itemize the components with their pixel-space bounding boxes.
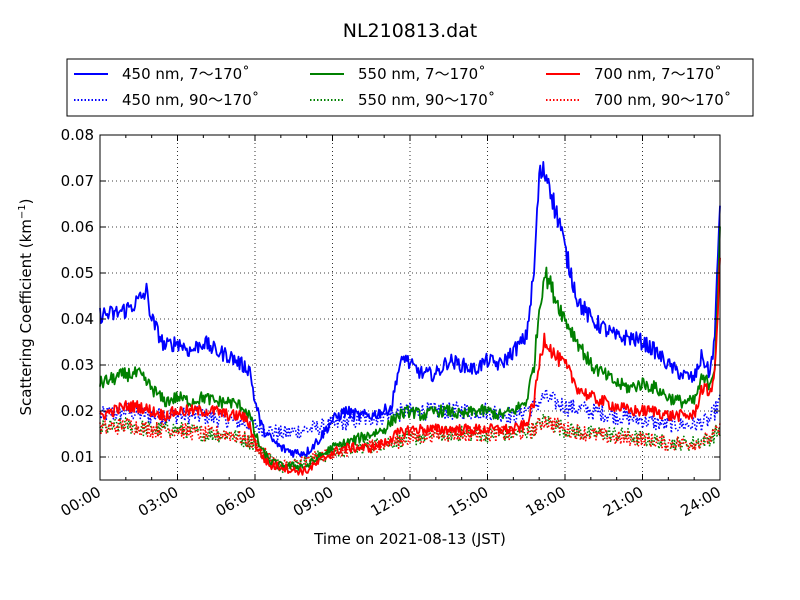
y-axis-label-main: Scattering Coefficient (km — [17, 219, 35, 415]
legend-label-5: 700 nm, 90～170˚ — [594, 91, 731, 109]
y-tick-label: 0.04 — [61, 310, 94, 328]
y-axis-label: Scattering Coefficient (km−1) — [17, 198, 35, 415]
x-axis-label: Time on 2021-08-13 (JST) — [313, 530, 506, 548]
y-tick-label: 0.03 — [61, 356, 94, 374]
y-tick-label: 0.08 — [61, 126, 94, 144]
x-tick-label: 15:00 — [445, 483, 491, 520]
legend-label-4: 700 nm, 7～170˚ — [594, 65, 722, 83]
series-line-1 — [99, 388, 721, 441]
y-tick-label: 0.02 — [61, 402, 94, 420]
chart-title: NL210813.dat — [343, 20, 478, 42]
x-tick-label: 18:00 — [523, 483, 569, 520]
x-tick-label: 24:00 — [678, 483, 724, 520]
legend-box — [66, 58, 754, 117]
x-tick-label: 12:00 — [368, 483, 414, 520]
plot-series — [99, 160, 721, 476]
legend: 450 nm, 7～170˚ 550 nm, 7～170˚ 700 nm, 7～17… — [66, 58, 754, 117]
y-tick-label: 0.07 — [61, 172, 94, 190]
x-tick-label: 09:00 — [290, 483, 336, 520]
y-tick-label: 0.05 — [61, 264, 94, 282]
y-axis-label-sup: −1 — [17, 204, 28, 219]
y-tick-label: 0.06 — [61, 218, 94, 236]
legend-label-3: 550 nm, 90～170˚ — [358, 91, 495, 109]
series-line-4 — [99, 257, 721, 476]
series-line-2 — [99, 226, 721, 471]
x-tick-label: 00:00 — [58, 483, 104, 520]
series-line-5 — [99, 415, 721, 472]
x-tick-label: 03:00 — [135, 483, 181, 520]
grid — [100, 135, 720, 480]
y-tick-label: 0.01 — [61, 448, 94, 466]
legend-label-1: 450 nm, 90～170˚ — [122, 91, 259, 109]
y-axis-label-tail: ) — [17, 198, 35, 204]
series-line-0 — [99, 160, 721, 458]
x-tick-label: 06:00 — [213, 483, 259, 520]
legend-label-0: 450 nm, 7～170˚ — [122, 65, 250, 83]
x-tick-label: 21:00 — [600, 483, 646, 520]
legend-label-2: 550 nm, 7～170˚ — [358, 65, 486, 83]
